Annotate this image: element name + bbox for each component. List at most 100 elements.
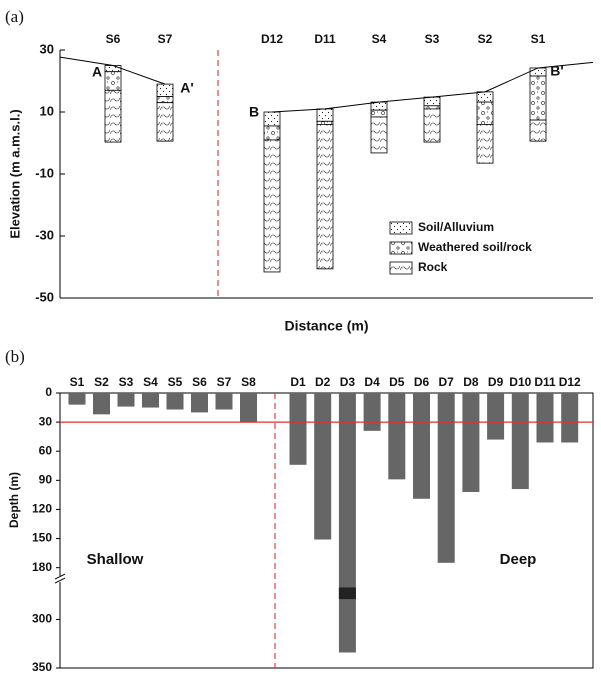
bar <box>215 393 233 410</box>
borehole-layer <box>104 65 122 73</box>
x-tick-label: S6 <box>192 375 207 389</box>
bar <box>487 393 505 440</box>
section-label: B <box>249 104 259 120</box>
borehole-layer <box>263 125 281 141</box>
x-tick-label: D8 <box>463 375 479 389</box>
bar <box>93 393 110 415</box>
bar <box>388 393 406 480</box>
bar <box>462 393 480 492</box>
borehole-layer <box>316 124 334 270</box>
bar <box>117 393 135 407</box>
legend-swatch <box>389 221 413 235</box>
x-tick-label: D4 <box>364 375 380 389</box>
bar-highlight <box>338 587 356 600</box>
x-tick-label: S8 <box>241 375 256 389</box>
bar <box>166 393 184 410</box>
borehole-layer <box>156 102 174 142</box>
y-tick-label: 10 <box>40 103 54 118</box>
borehole-layer <box>423 105 441 110</box>
bar <box>68 393 86 405</box>
axis-break <box>54 577 66 584</box>
legend-label: Soil/Alluvium <box>418 220 494 234</box>
borehole-label: D12 <box>261 32 283 46</box>
borehole-layer <box>529 75 547 121</box>
bar <box>142 393 159 408</box>
y-tick-label: 0 <box>45 385 52 399</box>
x-tick-label: S3 <box>119 375 134 389</box>
x-tick-label: D7 <box>439 375 455 389</box>
bar <box>536 393 554 443</box>
bar <box>314 393 332 540</box>
axis-break-gap <box>55 576 65 583</box>
bar <box>511 393 529 490</box>
x-axis-label: Distance (m) <box>284 318 368 334</box>
y-axis-label: Depth (m) <box>7 472 21 528</box>
y-tick-label: 60 <box>39 443 53 457</box>
borehole-label: S6 <box>106 32 121 46</box>
y-tick-label: -50 <box>35 289 54 304</box>
x-tick-label: D9 <box>488 375 504 389</box>
borehole-layer <box>156 96 174 104</box>
x-tick-label: S7 <box>217 375 232 389</box>
axis-break <box>54 573 66 580</box>
borehole-layer <box>156 83 174 97</box>
ground-surface <box>271 61 594 113</box>
panel-label: (b) <box>5 347 25 366</box>
borehole-label: S4 <box>372 32 387 46</box>
panel-label: (a) <box>5 7 24 26</box>
group-label: Shallow <box>87 551 144 568</box>
bar <box>561 393 579 443</box>
bar <box>338 393 356 653</box>
y-tick-label: 30 <box>40 41 54 56</box>
borehole-layer <box>370 116 388 154</box>
borehole-layer <box>316 120 334 125</box>
bar <box>437 393 455 563</box>
borehole-label: D11 <box>314 32 336 46</box>
ground-surface <box>59 56 166 85</box>
y-tick-label: 30 <box>39 414 53 428</box>
legend-label: Weathered soil/rock <box>418 240 532 254</box>
legend-label: Rock <box>418 260 448 274</box>
borehole-layer <box>316 108 334 122</box>
bar <box>191 393 208 413</box>
y-tick-label: 180 <box>32 560 52 574</box>
x-tick-label: S5 <box>168 375 183 389</box>
bar <box>240 393 257 423</box>
bar <box>289 393 307 465</box>
borehole-layer <box>476 101 494 125</box>
x-tick-label: D1 <box>290 375 306 389</box>
borehole-label: S3 <box>425 32 440 46</box>
section-label: A <box>92 64 102 80</box>
legend-swatch <box>389 241 413 255</box>
borehole-layer <box>529 67 547 77</box>
borehole-label: S7 <box>158 32 173 46</box>
x-tick-label: S1 <box>70 375 85 389</box>
y-tick-label: 120 <box>32 502 52 516</box>
y-tick-label: 350 <box>32 660 52 674</box>
panel-b: (b) 0 30 60 90 120 150 180 300 350 Depth (m) Shallo… <box>5 347 594 674</box>
borehole-layer <box>104 71 122 91</box>
bar <box>363 393 381 431</box>
x-tick-label: D3 <box>340 375 356 389</box>
group-label: Deep <box>500 551 537 568</box>
borehole-layer <box>104 89 122 143</box>
x-tick-label: D2 <box>315 375 331 389</box>
borehole-label: S2 <box>478 32 493 46</box>
y-tick-label: -10 <box>35 165 54 180</box>
x-tick-label: D12 <box>559 375 581 389</box>
bar <box>413 393 430 499</box>
x-tick-label: D11 <box>534 375 556 389</box>
borehole-label: S1 <box>531 32 546 46</box>
legend-swatch <box>389 261 413 275</box>
x-tick-label: S4 <box>143 375 158 389</box>
y-tick-label: -30 <box>35 227 54 242</box>
borehole-layer <box>370 109 388 118</box>
x-tick-label: S2 <box>94 375 109 389</box>
panel-a: (a) 30 10 -10 -30 -50 Elevation (m a.m.s.l.) Di… <box>5 7 594 334</box>
borehole-layer <box>476 124 494 164</box>
y-tick-label: 300 <box>32 612 52 626</box>
borehole-layer <box>263 111 281 127</box>
borehole-layer <box>263 139 281 273</box>
